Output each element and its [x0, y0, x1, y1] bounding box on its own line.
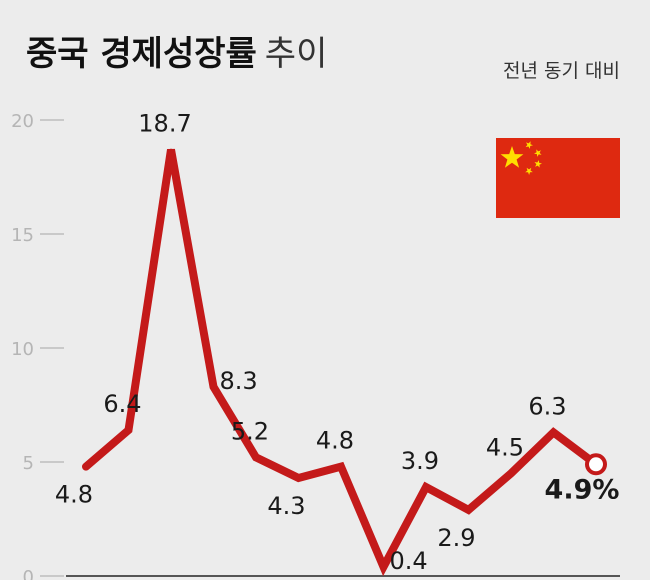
- data-label-6: 4.8: [316, 427, 354, 455]
- data-label-1: 6.4: [103, 390, 141, 418]
- data-point-6: [340, 465, 342, 468]
- flag-small-star-icon-3: [534, 160, 542, 168]
- china-flag-icon: [496, 138, 620, 218]
- flag-big-star-icon: [500, 146, 524, 168]
- data-point-5: [297, 476, 300, 479]
- flag-small-star-icon-1: [525, 141, 533, 149]
- chart-title-sub: 추이: [264, 34, 328, 74]
- data-label-3: 8.3: [220, 367, 258, 395]
- data-label-12: 4.9%: [545, 474, 620, 505]
- data-point-highlight: [585, 453, 607, 476]
- y-tick-label-10: 10: [11, 339, 34, 360]
- data-point-1: [127, 429, 130, 432]
- chart-title-main: 중국 경제성장률: [26, 34, 257, 74]
- y-tick-label-15: 15: [11, 225, 34, 246]
- data-label-10: 4.5: [486, 433, 524, 461]
- y-tick-label-20: 20: [11, 111, 34, 132]
- data-label-11: 6.3: [528, 392, 566, 420]
- flag-small-star-icon-4: [525, 167, 533, 175]
- data-label-0: 4.8: [55, 481, 93, 509]
- data-point-10: [510, 472, 512, 475]
- data-label-9: 2.9: [437, 524, 475, 552]
- data-label-4: 5.2: [231, 417, 269, 445]
- data-point-3: [212, 385, 215, 388]
- data-label-7: 0.4: [390, 547, 428, 575]
- data-point-8: [425, 486, 427, 489]
- data-point-11: [552, 431, 555, 434]
- data-point-4: [255, 456, 257, 459]
- data-label-8: 3.9: [401, 447, 439, 475]
- data-point-7: [382, 565, 385, 568]
- chart-title: 중국 경제성장률 추이: [26, 26, 327, 75]
- y-tick-label-0: 0: [23, 567, 34, 580]
- y-tick-label-5: 5: [23, 453, 34, 474]
- data-point-2: [170, 148, 172, 151]
- data-label-5: 4.3: [267, 492, 305, 520]
- data-label-2: 18.7: [138, 110, 191, 138]
- data-point-0: [85, 465, 87, 468]
- flag-small-star-icon-2: [534, 149, 542, 157]
- data-point-9: [467, 508, 470, 511]
- unit-note: 전년 동기 대비: [503, 60, 620, 82]
